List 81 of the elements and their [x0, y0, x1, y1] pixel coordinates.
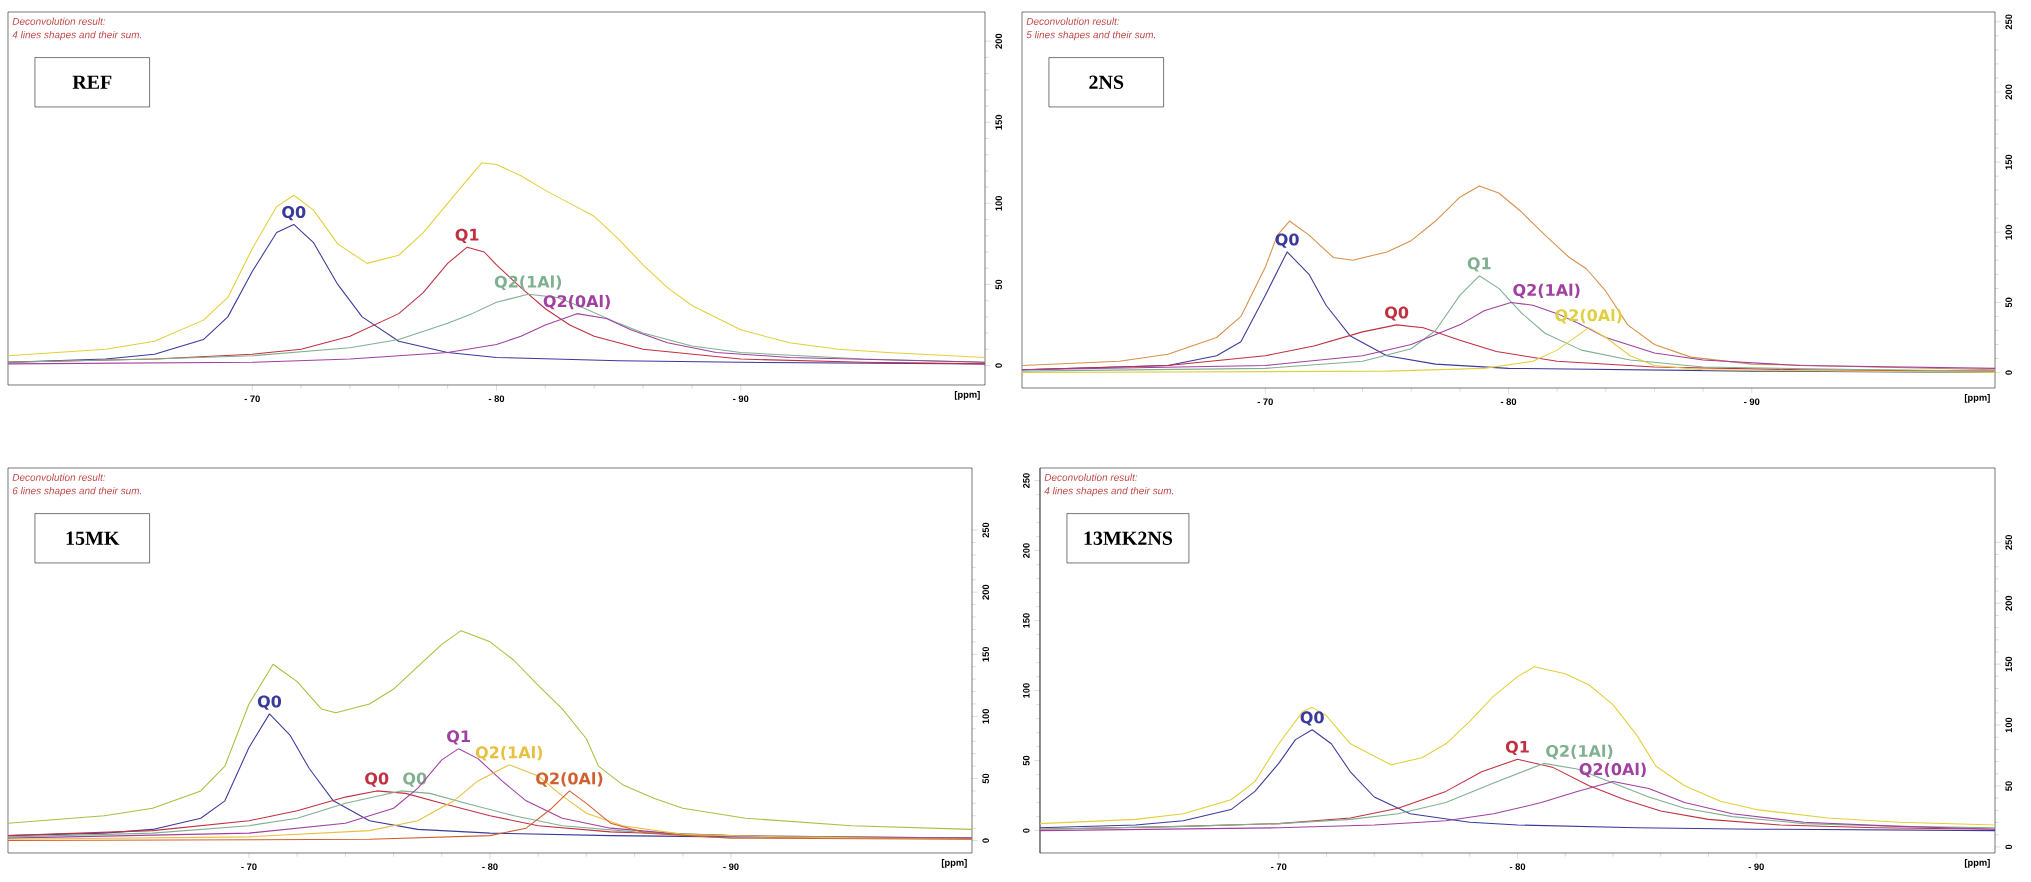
x-axis-title: [ppm] — [1964, 394, 1990, 403]
annotation: Deconvolution result: — [12, 17, 106, 25]
x-tick-label: - 70 — [1271, 863, 1287, 870]
y-tick-label: 0 — [982, 838, 989, 843]
series-label: Q0 — [403, 772, 427, 787]
y-tick-label: 0 — [995, 363, 1002, 368]
series-label: Q2(1Al) — [1546, 744, 1613, 760]
x-tick-label: - 80 — [1500, 398, 1517, 405]
x-tick-label: - 70 — [241, 863, 257, 870]
line-series — [1040, 781, 1996, 832]
y-tick-label: 200 — [2005, 84, 2013, 100]
line-series — [1040, 666, 1996, 826]
y-tick-label: 150 — [2005, 656, 2013, 672]
annotation: Deconvolution result: — [1026, 17, 1120, 25]
y-tick-label: 50 — [2005, 781, 2013, 791]
x-tick-label: - 90 — [733, 395, 749, 402]
annotation: Deconvolution result: — [12, 473, 106, 481]
y-tick-label: 250 — [2005, 534, 2013, 550]
line-series — [7, 313, 985, 365]
y2-tick-label: 200 — [1023, 543, 1030, 559]
y-tick-label: 0 — [2005, 370, 2013, 375]
annotation: Deconvolution result: — [1044, 473, 1138, 481]
x-axis-title: [ppm] — [941, 859, 967, 868]
annotation: 6 lines shapes and their sum. — [12, 486, 142, 497]
series-label: Q0 — [365, 772, 389, 787]
line-series — [7, 630, 972, 830]
y-tick-label: 150 — [2005, 154, 2013, 170]
x-tick-label: - 90 — [1744, 398, 1760, 405]
series-label: Q1 — [1505, 740, 1529, 755]
x-tick-label: - 80 — [482, 863, 498, 870]
annotation: 4 lines shapes and their sum. — [1044, 486, 1174, 497]
series-label: Q1 — [455, 228, 479, 243]
series-label: Q2(1Al) — [475, 746, 543, 761]
text: 15MK — [66, 531, 120, 545]
y-tick-label: 200 — [2005, 595, 2013, 611]
series-label: Q1 — [1467, 257, 1491, 272]
series-label: Q0 — [1300, 711, 1324, 726]
text: 13MK2NS — [1084, 531, 1173, 545]
series-label: Q2(1Al) — [1513, 283, 1580, 299]
x-tick-label: - 80 — [488, 395, 505, 402]
y-tick-label: 200 — [995, 33, 1002, 49]
y-tick-label: 100 — [995, 195, 1002, 211]
series-label: Q0 — [257, 695, 282, 710]
series-label: Q0 — [282, 205, 306, 221]
y2-tick-label: 50 — [1023, 755, 1030, 766]
series-label: Q0 — [1385, 306, 1409, 321]
y-tick-label: 150 — [995, 114, 1002, 130]
y-tick-label: 50 — [995, 279, 1002, 290]
line-series — [1040, 729, 1996, 832]
y2-tick-label: 150 — [1023, 613, 1030, 628]
x-axis-title: [ppm] — [1964, 859, 1990, 868]
y-tick-label: 250 — [982, 522, 989, 538]
series-label: Q2(0Al) — [1579, 762, 1646, 778]
x-tick-label: - 90 — [723, 863, 739, 870]
y-tick-label: 50 — [2005, 297, 2013, 308]
y-tick-label: 100 — [982, 708, 989, 724]
y2-tick-label: 100 — [1023, 683, 1030, 698]
annotation: 5 lines shapes and their sum. — [1026, 30, 1156, 41]
x-tick-label: - 70 — [1257, 398, 1273, 405]
y-tick-label: 200 — [982, 584, 989, 600]
y-tick-label: 0 — [2005, 844, 2013, 850]
y2-tick-label: 0 — [1023, 828, 1030, 833]
x-axis-title: [ppm] — [954, 391, 980, 400]
y-tick-label: 50 — [982, 773, 989, 784]
y-tick-label: 250 — [2005, 14, 2013, 30]
x-tick-label: - 70 — [244, 395, 260, 402]
y-tick-label: 100 — [2005, 224, 2013, 240]
series-label: Q0 — [1275, 233, 1299, 248]
y-tick-label: 100 — [2005, 717, 2013, 733]
annotation: 4 lines shapes and their sum. — [12, 30, 142, 41]
text: REF — [72, 75, 112, 89]
x-tick-label: - 90 — [1748, 863, 1764, 870]
series-label: Q1 — [447, 730, 470, 745]
x-tick-label: - 80 — [1509, 863, 1526, 870]
line-series — [1022, 275, 1996, 372]
y-tick-label: 150 — [982, 646, 989, 662]
line-series — [1022, 301, 1996, 371]
line-series — [7, 162, 985, 358]
text: 2NS — [1089, 75, 1124, 89]
line-series — [1022, 185, 1996, 371]
y2-tick-label: 250 — [1023, 473, 1030, 489]
